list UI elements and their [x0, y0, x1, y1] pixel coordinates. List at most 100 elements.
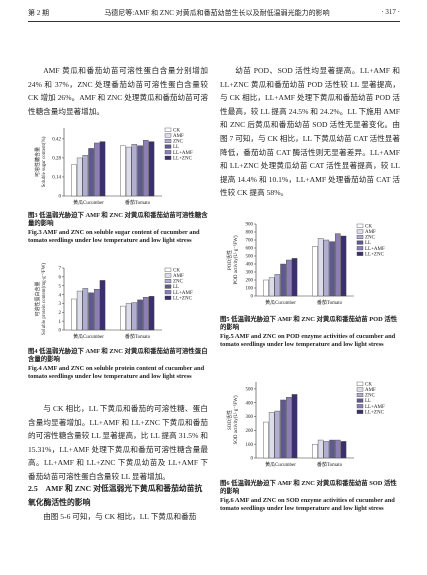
bar [120, 305, 126, 331]
bar [286, 397, 292, 459]
y-tick-label: 600 [246, 247, 254, 252]
legend-label: LL+ZNC [365, 410, 385, 415]
bar [131, 302, 138, 331]
legend-label: CK [173, 128, 180, 133]
legend-label: ZNC [173, 140, 184, 145]
legend-swatch [356, 223, 364, 228]
legend-swatch [356, 251, 364, 256]
bar [143, 140, 149, 197]
legend-swatch [356, 381, 364, 386]
x-tick-label: 番茄Tomato [317, 299, 343, 306]
paragraph: 由图 5-6 可知，与 CK 相比，LL 下黄瓜和番茄 [43, 512, 197, 521]
legend-swatch [356, 229, 364, 234]
page-number: · 317 · [381, 8, 400, 16]
caption-cn: 图4 低温弱光胁迫下 AMF 和 ZNC 对黄瓜和番茄幼苗可溶性蛋白含量的影响 [28, 348, 208, 364]
bar [323, 239, 330, 297]
y-axis-label: SOD活性 [226, 410, 233, 430]
y-tick-label: 0.14 [52, 176, 61, 181]
legend-swatch [164, 279, 172, 284]
figure-chart: 可溶性糖含量 Soluble sugar content(%) 0 0.14 0.28 0… [34, 127, 193, 206]
legend-swatch [164, 290, 172, 295]
bar [94, 142, 100, 197]
y-tick-label: 500 [246, 388, 254, 393]
legend-label: ZNC [365, 236, 376, 241]
caption-en: Fig.4 AMF and ZNC on soluble protein con… [28, 364, 205, 381]
y-tick-label: 3 [59, 302, 62, 307]
legend-swatch [356, 235, 364, 240]
bar [71, 298, 77, 331]
legend-label: CK [173, 268, 180, 273]
bar [291, 258, 298, 297]
bar [263, 421, 269, 459]
bar [137, 299, 143, 331]
bar [274, 274, 281, 297]
bar [263, 279, 269, 297]
bar [286, 259, 292, 297]
legend-swatch [356, 404, 364, 409]
y-tick-label: 900 [246, 223, 254, 228]
bar [88, 148, 94, 197]
caption-en: Fig.6 AMF and ZNC on SOD enzyme activiti… [220, 496, 395, 513]
y-axis-label: Soluble sugar content(%) [42, 136, 47, 187]
paragraph: 与 CK 相比，LL 下黄瓜和番茄的可溶性糖、蛋白含量均显著增加。LL+AMF … [28, 404, 208, 481]
legend-swatch [164, 155, 172, 160]
y-tick-label: 200 [246, 279, 254, 284]
bar [280, 399, 286, 459]
y-tick-label: 300 [246, 271, 254, 276]
y-axis-label: SOD activity(U·g⁻¹FW) [233, 395, 239, 444]
bar [329, 241, 335, 297]
legend-label: CK [365, 224, 372, 229]
y-tick-label: 7 [59, 267, 62, 272]
header-rule [28, 21, 400, 22]
y-tick-label: 100 [246, 443, 254, 448]
bar [94, 289, 100, 331]
bar [317, 238, 324, 297]
y-tick-label: 4 [59, 293, 62, 298]
x-tick-label: 黄瓜Cucumber [265, 461, 296, 468]
y-tick-label: 800 [246, 231, 254, 236]
legend-swatch [356, 387, 364, 392]
caption: 图6 低温弱光胁迫下 AMF 和 ZNC 对黄瓜和番茄幼苗 SOD 活性的影响 F… [220, 480, 400, 514]
y-tick-label: 5 [59, 284, 62, 289]
caption-cn: 图3 低温弱光胁迫下 AMF 和 ZNC 对黄瓜和番茄幼苗可溶性糖含量的影响 [28, 212, 208, 228]
y-tick-label: 6 [59, 276, 62, 281]
bar [148, 296, 155, 331]
y-axis-label: 可溶性蛋白含量 [34, 281, 41, 316]
y-tick-label: 500 [246, 255, 254, 260]
y-tick-label: 400 [246, 401, 254, 406]
y-axis-label: POD activity(U·g⁻¹FW) [233, 235, 239, 284]
caption-en: Fig.5 AMF and ZNC on POD enzyme activiti… [220, 332, 396, 349]
y-tick-label: 400 [246, 263, 254, 268]
caption-cn: 图6 低温弱光胁迫下 AMF 和 ZNC 对黄瓜和番茄幼苗 SOD 活性的影响 [220, 480, 397, 496]
x-tick-label: 黄瓜Cucumber [265, 299, 296, 306]
legend-swatch [164, 127, 172, 132]
y-tick-label: 700 [246, 239, 254, 244]
bar [340, 235, 347, 297]
legend-label: LL+ZNC [365, 252, 385, 257]
bar [280, 263, 286, 297]
bar [125, 303, 132, 331]
legend-swatch [356, 246, 364, 251]
paragraph: AMF 黄瓜和番茄幼苗可溶性蛋白含量分别增加 24% 和 37%，ZNC 处理番… [28, 66, 208, 116]
legend-label: LL [173, 285, 179, 290]
bar [99, 280, 106, 331]
bar [340, 441, 347, 459]
bar [88, 292, 94, 331]
bar [323, 441, 330, 459]
legend-swatch [164, 139, 172, 144]
caption-cn: 图5 低温弱光胁迫下 AMF 和 ZNC 对黄瓜和番茄幼苗 POD 活性的影响 [220, 316, 398, 332]
y-axis-label: Soluble protein content(mg·g⁻¹FW) [41, 263, 47, 336]
bar [335, 233, 341, 297]
bar [148, 141, 155, 197]
bar [76, 157, 83, 197]
bar [143, 297, 149, 331]
bar [120, 145, 126, 197]
y-tick-label: 0 [59, 195, 62, 200]
x-tick-label: 黄瓜Cucumber [73, 199, 104, 206]
caption-en: Fig.3 AMF and ZNC on soluble sugar conte… [28, 228, 200, 245]
paragraph: 幼苗 POD、SOD 活性均显著提高。LL+AMF 和 LL+ZNC 黄瓜和番茄… [220, 66, 400, 198]
figure-chart: SOD活性 SOD activity(U·g⁻¹FW) 0 100 200 300 400 5… [226, 381, 385, 468]
legend-label: LL+AMF [173, 151, 193, 156]
legend-swatch [164, 273, 172, 278]
